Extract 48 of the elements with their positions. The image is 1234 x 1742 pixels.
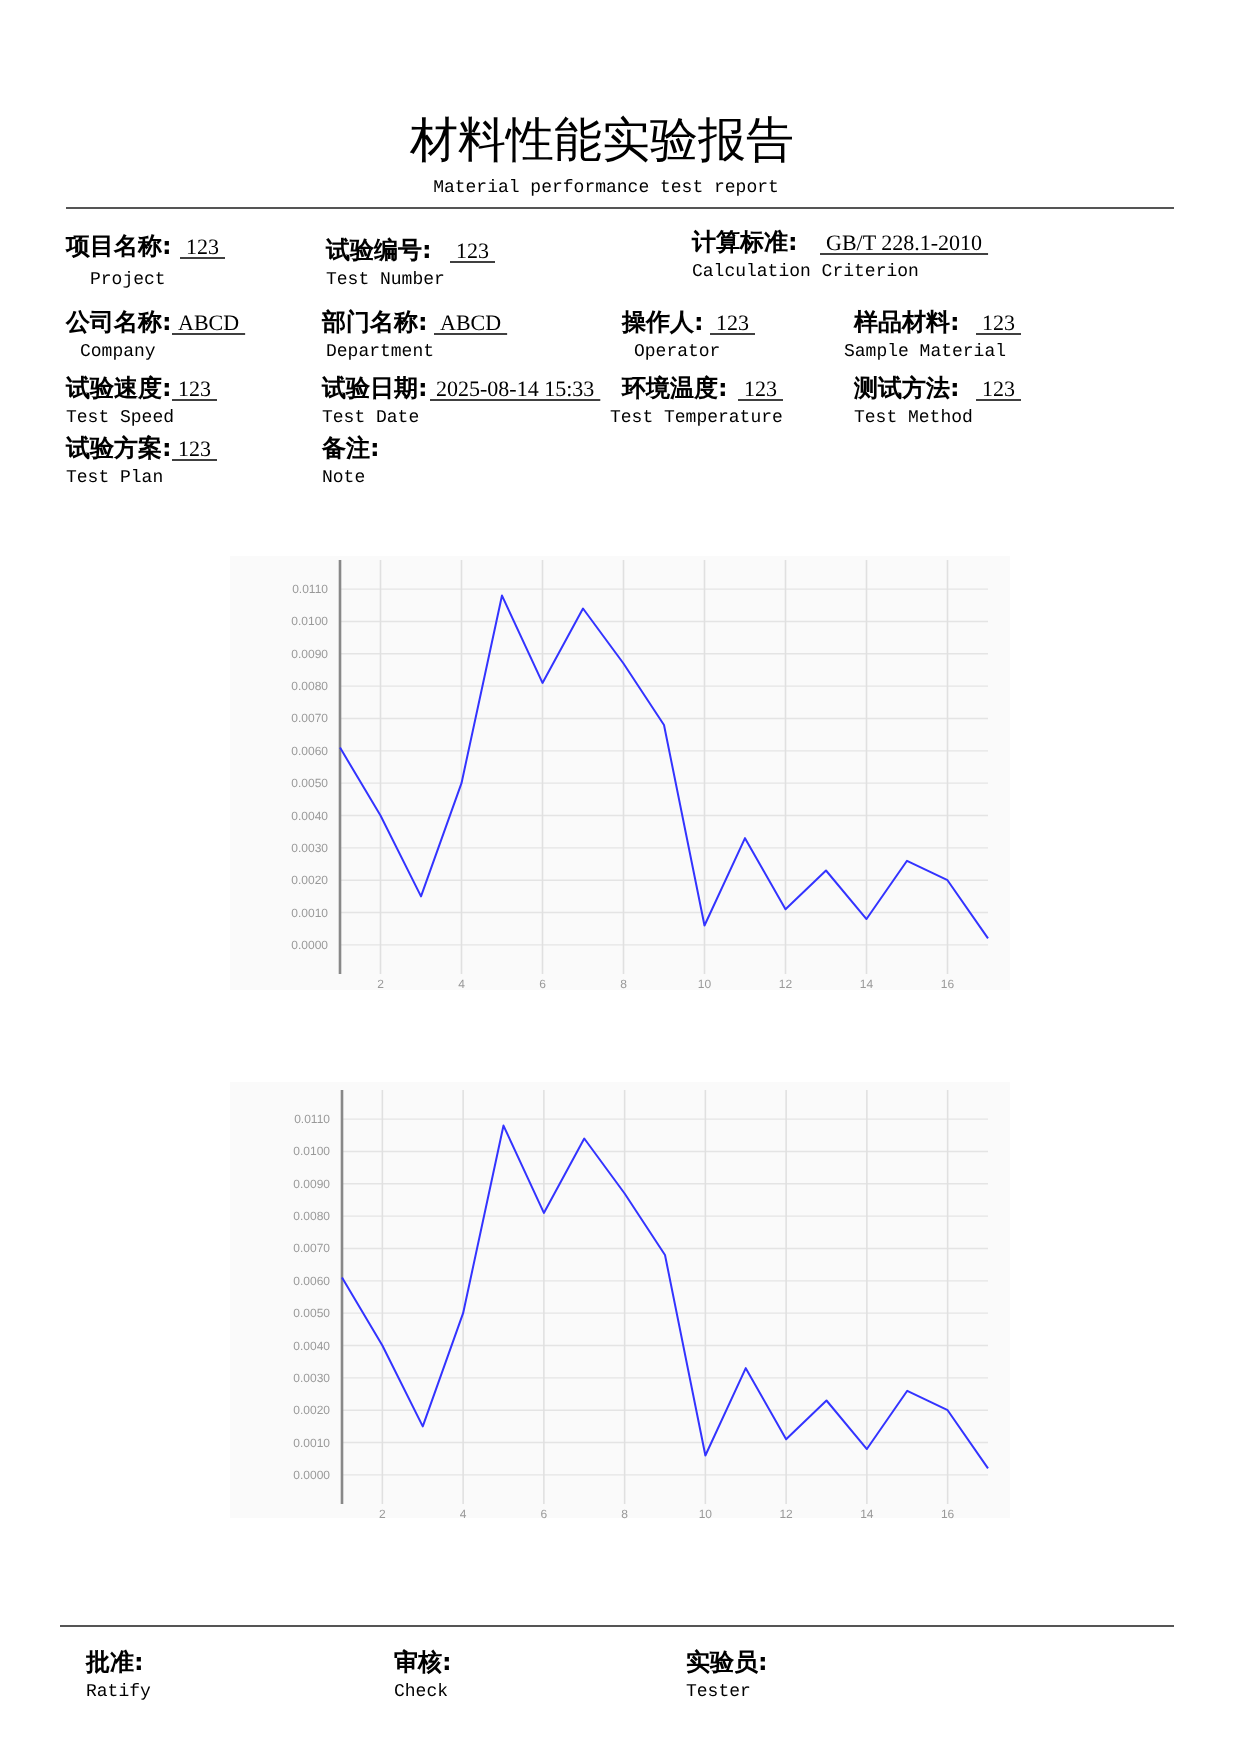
text: 测试方法: bbox=[852, 374, 960, 402]
text: 批准: bbox=[84, 1648, 144, 1676]
text: Test Method bbox=[854, 408, 973, 428]
text: 123 bbox=[744, 378, 778, 402]
text: 公司名称: bbox=[64, 308, 172, 336]
text: Test Number bbox=[326, 270, 445, 290]
text: 试验速度: bbox=[64, 374, 172, 402]
text: Test Date bbox=[322, 408, 420, 428]
text: 123 bbox=[456, 240, 490, 264]
line-series bbox=[339, 594, 989, 940]
text: Check bbox=[394, 1682, 449, 1702]
text: 123 bbox=[186, 236, 220, 260]
text: 123 bbox=[716, 312, 750, 336]
text: 123 bbox=[982, 312, 1016, 336]
text: Tester bbox=[686, 1682, 751, 1702]
text: 样品材料: bbox=[852, 308, 960, 336]
text: 环境温度: bbox=[620, 374, 728, 402]
text: 试验编号: bbox=[324, 236, 432, 264]
text: Material performance test report bbox=[433, 178, 779, 198]
text: Test Temperature bbox=[610, 408, 783, 428]
text: 计算标准: bbox=[690, 228, 798, 256]
text: GB/T 228.1-2010 bbox=[826, 232, 984, 256]
text: Test Speed bbox=[66, 408, 175, 428]
text: Test Plan bbox=[66, 468, 164, 488]
text: Sample Material bbox=[844, 342, 1007, 362]
text: Project bbox=[90, 270, 166, 290]
line-series bbox=[341, 1124, 989, 1470]
text: ABCD bbox=[178, 312, 240, 336]
text: ABCD bbox=[440, 312, 502, 336]
text: 备注: bbox=[320, 434, 380, 462]
text: 试验日期: bbox=[320, 374, 428, 402]
text: 123 bbox=[178, 438, 212, 462]
text: 试验方案: bbox=[64, 434, 172, 462]
text: Calculation Criterion bbox=[692, 262, 919, 282]
text: Company bbox=[80, 342, 157, 362]
text: 123 bbox=[178, 378, 212, 402]
text: 操作人: bbox=[620, 308, 704, 336]
text: Ratify bbox=[86, 1682, 153, 1702]
text: 项目名称: bbox=[64, 232, 172, 260]
text: 部门名称: bbox=[320, 308, 428, 336]
text: 实验员: bbox=[686, 1648, 768, 1676]
text: Operator bbox=[634, 342, 721, 362]
text: 审核: bbox=[394, 1648, 452, 1676]
text: 材料性能实验报告 bbox=[408, 112, 794, 168]
text: Note bbox=[322, 468, 366, 488]
text: 2025-08-14 15:33 bbox=[436, 378, 596, 402]
text: 123 bbox=[982, 378, 1016, 402]
text: Department bbox=[326, 342, 435, 362]
